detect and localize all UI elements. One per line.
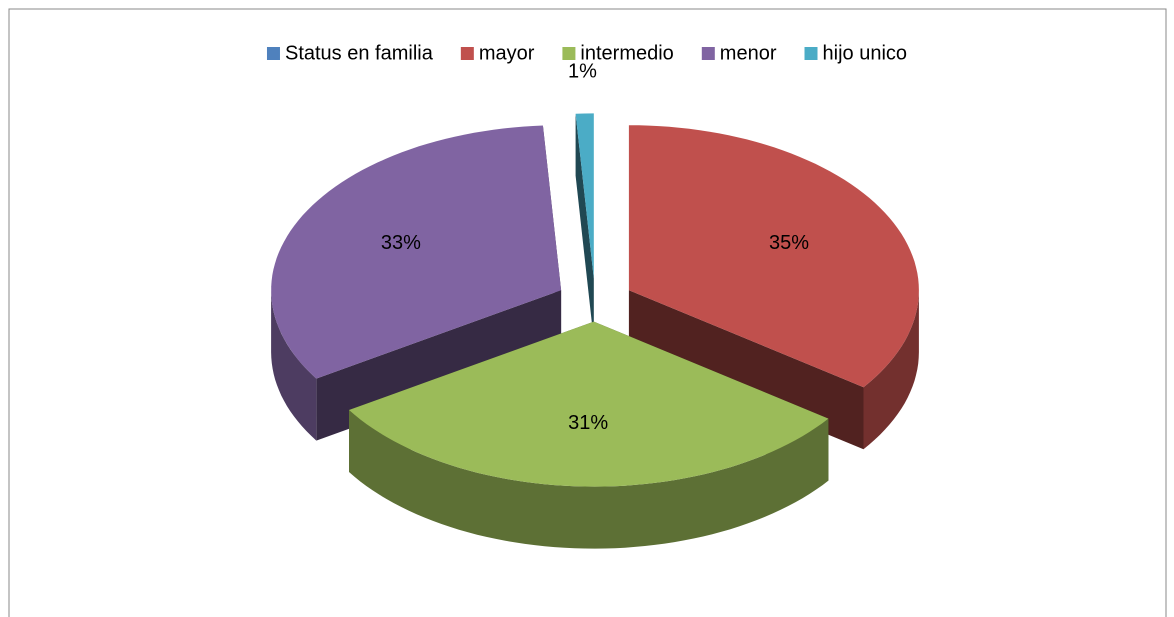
legend-swatch <box>701 47 715 60</box>
legend-label: Status en familia <box>285 42 434 64</box>
chart-frame <box>8 8 1167 617</box>
legend-item: Status en familia <box>266 42 434 64</box>
legend-label: hijo unico <box>823 42 908 64</box>
legend-swatch <box>266 47 280 60</box>
slice-wall <box>271 290 317 441</box>
legend-item: menor <box>701 42 777 64</box>
legend-label: intermedio <box>580 42 673 64</box>
slice-wall <box>863 290 919 450</box>
legend-label: mayor <box>479 42 535 64</box>
pie <box>271 113 919 549</box>
data-labels: 1% 35% 33% 31% <box>381 61 809 435</box>
data-label: 33% <box>381 232 421 254</box>
slice-side <box>575 113 594 341</box>
legend-item: intermedio <box>562 42 674 64</box>
legend-label: menor <box>720 42 777 64</box>
data-label: 31% <box>568 412 608 434</box>
legend-item: hijo unico <box>804 42 908 64</box>
legend: Status en familia mayor intermedio menor hij… <box>266 42 908 64</box>
slice <box>628 125 919 388</box>
data-label: 1% <box>568 61 597 83</box>
legend-swatch <box>460 47 474 60</box>
slice <box>349 321 829 487</box>
slice <box>271 125 562 379</box>
legend-swatch <box>562 47 576 60</box>
legend-item: mayor <box>460 42 535 64</box>
data-label: 35% <box>769 232 809 254</box>
slice-wall <box>349 410 829 549</box>
slice <box>575 113 594 279</box>
legend-swatch <box>804 47 818 60</box>
